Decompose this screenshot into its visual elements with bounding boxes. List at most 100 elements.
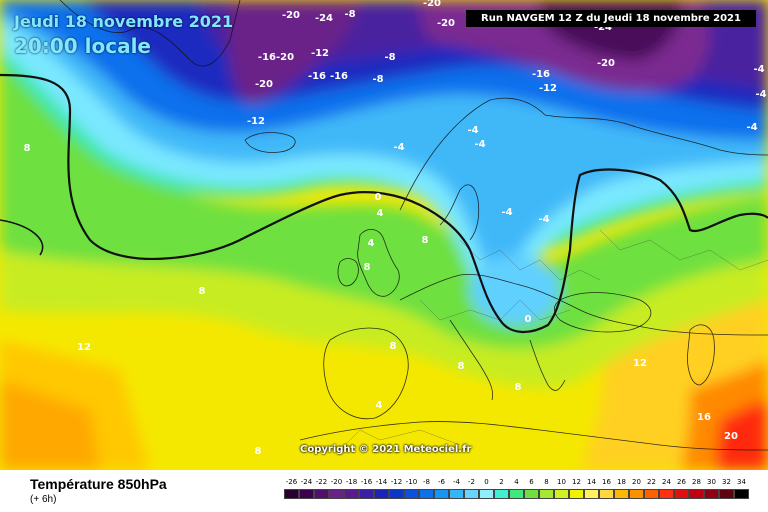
legend-swatch <box>389 489 404 499</box>
isotherm-label: 0 <box>375 192 382 203</box>
isotherm-label: -20 <box>423 0 441 9</box>
isotherm-label: -12 <box>247 116 265 127</box>
isotherm-label: -4 <box>746 122 757 133</box>
zero-degree-contour <box>0 73 768 333</box>
isotherm-label: -24 <box>594 22 612 33</box>
legend-swatch <box>524 489 539 499</box>
isotherm-label: -4 <box>474 139 485 150</box>
purple-core-arctic <box>228 0 360 105</box>
legend-label: 4 <box>514 478 519 486</box>
coast-north-africa <box>299 421 768 451</box>
parameter-title: Température 850hPa <box>30 476 167 492</box>
border-russia <box>599 229 768 271</box>
map-date-title: Jeudi 18 novembre 2021 <box>14 12 234 31</box>
isotherm-label: -20 <box>255 79 273 90</box>
isotherm-label: -16-20 <box>258 52 294 63</box>
legend-label: 28 <box>692 478 701 486</box>
legend-swatch <box>314 489 329 499</box>
legend-label: 2 <box>499 478 504 486</box>
coast-caspian <box>687 324 715 386</box>
isotherm-label: -8 <box>344 9 355 20</box>
coast-europe <box>399 273 768 336</box>
isotherm-label: -4 <box>538 214 549 225</box>
isotherm-label: -4 <box>753 64 764 75</box>
isotherm-label: -8 <box>384 52 395 63</box>
legend-label: -26 <box>285 478 298 486</box>
legend-swatch <box>509 489 524 499</box>
legend-swatch <box>344 489 359 499</box>
isotherm-label: -20 <box>282 10 300 21</box>
legend-swatch <box>464 489 479 499</box>
forecast-offset: (+ 6h) <box>30 494 57 505</box>
legend-swatch <box>599 489 614 499</box>
isotherm-label: 8 <box>199 286 206 297</box>
legend-swatch <box>359 489 374 499</box>
legend-label: 12 <box>572 478 581 486</box>
legend-label: -22 <box>315 478 328 486</box>
legend-label: 14 <box>587 478 596 486</box>
coast-greenland <box>59 0 241 67</box>
legend-swatch <box>554 489 569 499</box>
legend-label: -2 <box>468 478 475 486</box>
warm-southeast-hot <box>715 400 768 470</box>
zero-degree-contour-south <box>0 219 44 256</box>
legend-label: 10 <box>557 478 566 486</box>
legend-label: -16 <box>360 478 373 486</box>
legend-label: 34 <box>737 478 746 486</box>
isotherm-label: 4 <box>376 400 383 411</box>
legend-label: 32 <box>722 478 731 486</box>
legend-label: -14 <box>375 478 388 486</box>
legend-label: -18 <box>345 478 358 486</box>
isotherm-label: -16 <box>532 69 550 80</box>
legend-swatch <box>644 489 659 499</box>
legend-swatch <box>329 489 344 499</box>
legend-label: 24 <box>662 478 671 486</box>
temperature-map: -20 -24 -8-20-20 -24-16-20 -12 -8-16 -16 -8-20-… <box>0 0 768 470</box>
legend-label: 0 <box>484 478 489 486</box>
legend-label: 8 <box>544 478 549 486</box>
legend-label: 30 <box>707 478 716 486</box>
legend-swatch <box>449 489 464 499</box>
isotherm-label: 20 <box>724 431 738 442</box>
warm-southwest-core <box>0 380 100 470</box>
isotherm-label: 8 <box>458 361 465 372</box>
isotherm-label: 0 <box>525 314 532 325</box>
run-info-label: Run NAVGEM 12 Z du Jeudi 18 novembre 202… <box>466 10 756 27</box>
legend-label: 6 <box>529 478 534 486</box>
green-band <box>0 60 768 349</box>
legend-swatch <box>299 489 314 499</box>
legend-swatch <box>404 489 419 499</box>
isotherm-label: -24 <box>315 13 333 24</box>
coast-ireland <box>337 258 359 287</box>
coast-british-isles <box>357 229 400 297</box>
legend-label: -10 <box>405 478 418 486</box>
legend-swatch <box>479 489 494 499</box>
legend-label: -4 <box>453 478 460 486</box>
coast-iberia <box>323 327 409 420</box>
isotherm-labels: -20 -24 -8-20-20 -24-16-20 -12 -8-16 -16 -8-20-… <box>24 0 767 457</box>
border-north-africa <box>339 429 461 451</box>
isotherm-label: 4 <box>377 208 384 219</box>
legend-swatch <box>419 489 434 499</box>
isotherm-label: 8 <box>422 235 429 246</box>
legend-label: 18 <box>617 478 626 486</box>
legend-label: -20 <box>330 478 343 486</box>
legend-swatch <box>689 489 704 499</box>
isotherm-label: -4 <box>755 89 766 100</box>
legend-label: 20 <box>632 478 641 486</box>
isotherm-label: 8 <box>24 143 31 154</box>
coast-italy <box>449 319 494 401</box>
isotherm-label: 16 <box>697 412 711 423</box>
isotherm-label: -4 <box>501 207 512 218</box>
legend-swatch <box>494 489 509 499</box>
legend-swatch <box>539 489 554 499</box>
isotherm-label: -16 <box>308 71 326 82</box>
legend-swatch <box>704 489 719 499</box>
coastlines <box>59 0 768 451</box>
legend-swatch <box>734 489 749 499</box>
legend-swatch <box>434 489 449 499</box>
legend-label: -12 <box>390 478 403 486</box>
legend-label: 16 <box>602 478 611 486</box>
isotherm-label: -12 <box>539 83 557 94</box>
isotherm-label: 8 <box>390 341 397 352</box>
